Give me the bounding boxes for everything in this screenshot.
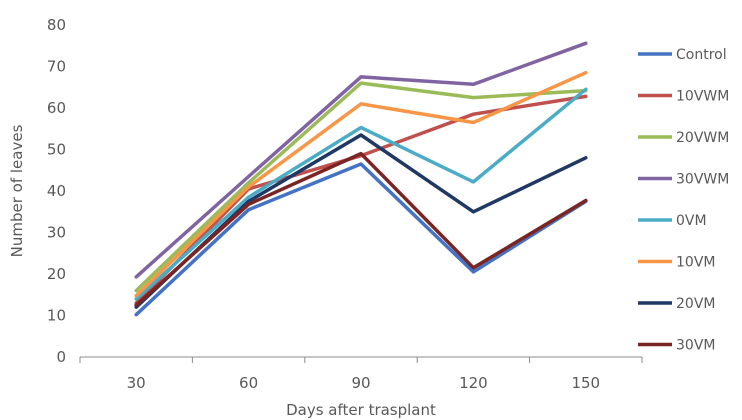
series-line-0vm — [134, 87, 588, 301]
series-line-30vwm — [134, 41, 588, 279]
x-tick-label: 90 — [351, 374, 370, 392]
legend-entry-10vm: 10VM — [676, 255, 715, 271]
series-line-10vm — [134, 70, 588, 298]
y-tick-label: 70 — [47, 58, 66, 76]
legend-entry-10vwm: 10VWM — [676, 89, 729, 105]
y-tick-label: 40 — [47, 182, 66, 200]
legend-entry-20vm: 20VM — [676, 296, 715, 312]
legend-entry-20vwm: 20VWM — [676, 130, 729, 146]
legend-entry-0vm: 0VM — [676, 213, 707, 229]
y-tick-label: 80 — [47, 16, 66, 34]
legend: Control 10VWM 20VWM 30VWM 0VM 10VM 20VM 30VM — [638, 47, 729, 354]
y-tick-label: 50 — [47, 141, 66, 159]
y-tick-label: 10 — [47, 307, 66, 325]
x-tick-label: 30 — [127, 374, 146, 392]
x-tick-label: 60 — [239, 374, 258, 392]
y-tick-label: 30 — [47, 224, 66, 242]
y-tick-label: 0 — [56, 348, 66, 366]
x-tick-label: 150 — [571, 374, 600, 392]
y-tick-label: 60 — [47, 99, 66, 117]
series-line-20vwm — [134, 81, 588, 293]
legend-entry-30vwm: 30VWM — [676, 172, 729, 188]
x-axis-title: Days after trasplant — [286, 401, 436, 419]
y-axis-ticks: 0 10 20 30 40 50 60 70 80 — [47, 16, 66, 366]
series-layer — [134, 41, 588, 317]
series-line-control — [134, 162, 588, 317]
x-tick-label: 120 — [459, 374, 488, 392]
y-axis-title: Number of leaves — [8, 124, 26, 257]
series-line-20vm — [134, 133, 588, 309]
legend-entry-30vm: 30VM — [676, 338, 715, 354]
x-axis-ticks: 30 60 90 120 150 — [79, 357, 643, 392]
y-tick-label: 20 — [47, 265, 66, 283]
series-line-30vm — [134, 151, 588, 307]
legend-entry-control: Control — [676, 47, 727, 63]
